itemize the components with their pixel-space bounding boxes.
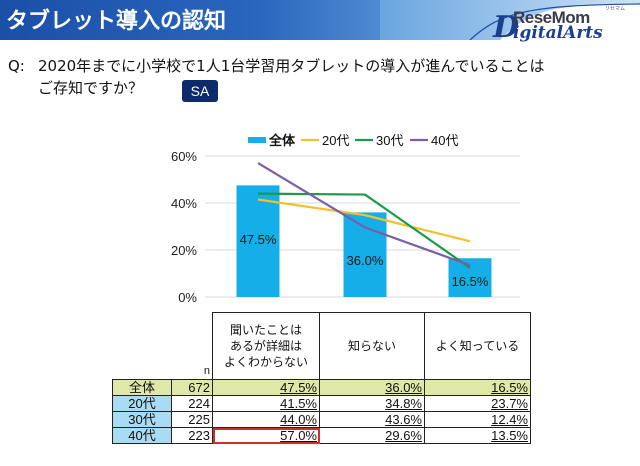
value-cell: 29.6% [319,427,425,444]
question-line-1: 2020年までに小学校で1人1台学習用タブレットの導入が進んでいることは [38,57,545,75]
legend-label: 20代 [322,133,349,148]
header-line: あるが詳細は [229,339,302,353]
value-cell: 12.4% [424,411,531,428]
title-banner: タブレット導入の認知 D ReseMom igitalArts リセマム [0,0,640,45]
y-axis-ticks: 0% 20% 40% 60% [171,149,197,305]
legend-label: 30代 [376,133,403,148]
logo-resemom: ReseMom [513,8,590,27]
banner-curve [380,0,640,40]
n-value: 672 [171,379,213,396]
logo-mark: D [493,10,520,45]
sa-badge: SA [182,80,218,102]
value-cell: 47.5% [212,379,320,396]
question-line-2: ご存知ですか？ [38,79,144,97]
y-tick-label: 20% [171,243,197,258]
n-header: n [171,312,213,380]
line-30代 [257,192,471,269]
question-label: Q: [8,57,25,75]
line-40代 [257,162,471,267]
chart-legend: 全体 20代 30代 40代 [248,133,458,148]
slide-title: タブレット導入の認知 [6,9,227,34]
row-label: 40代 [112,427,172,444]
logo-kana: リセマム [605,6,626,12]
header-line: 聞いたことは [229,323,302,337]
value-cell: 41.5% [212,395,320,412]
bar-data-label: 36.0% [347,253,384,268]
bar-data-labels: 47.5% 36.0% 16.5% [240,232,489,289]
value-cell: 43.6% [319,411,425,428]
row-label: 全体 [112,379,172,396]
blank-cell [113,313,172,380]
y-tick-label: 60% [171,149,197,164]
n-value: 223 [171,427,213,444]
awareness-chart: 全体 20代 30代 40代 0% 20% 40% 60% 47.5% 36.0% 16.5% [171,133,520,305]
value-cell: 13.5% [424,427,531,444]
n-value: 225 [171,411,213,428]
n-value: 224 [171,395,213,412]
logo: D ReseMom igitalArts リセマム [493,6,633,46]
header-know-well: よく知っている [424,312,531,380]
logo-digitalarts: igitalArts [513,23,603,43]
bar-全体 [236,185,280,297]
y-tick-label: 0% [178,290,197,305]
data-table: n 聞いたことは あるが詳細は よくわからない 知らない よく知っている 全体 … [112,312,531,444]
legend-label: 全体 [268,133,296,148]
highlighted-value-cell: 57.0% [212,427,320,444]
legend-swatch-bar [248,137,266,143]
table-row-total: 全体 672 47.5% 36.0% 16.5% [112,379,531,396]
header-line: よくわからない [223,355,308,369]
value-cell: 44.0% [212,411,320,428]
bar-data-label: 16.5% [452,274,489,289]
table-row-30s: 30代 225 44.0% 43.6% 12.4% [112,411,531,428]
y-tick-label: 40% [171,196,197,211]
value-cell: 16.5% [424,379,531,396]
line-series [257,162,471,269]
table-row-40s: 40代 223 57.0% 29.6% 13.5% [112,427,531,444]
line-20代 [257,198,471,243]
value-cell: 23.7% [424,395,531,412]
value-cell: 36.0% [319,379,425,396]
table-header-row: n 聞いたことは あるが詳細は よくわからない 知らない よく知っている [113,312,531,380]
header-dont-know: 知らない [319,312,425,380]
row-label: 20代 [112,395,172,412]
bar-data-label: 47.5% [240,232,277,247]
value-cell: 34.8% [319,395,425,412]
table-row-20s: 20代 224 41.5% 34.8% 23.7% [112,395,531,412]
header-heard-but-unclear: 聞いたことは あるが詳細は よくわからない [212,312,320,380]
row-label: 30代 [112,411,172,428]
legend-label: 40代 [431,133,458,148]
